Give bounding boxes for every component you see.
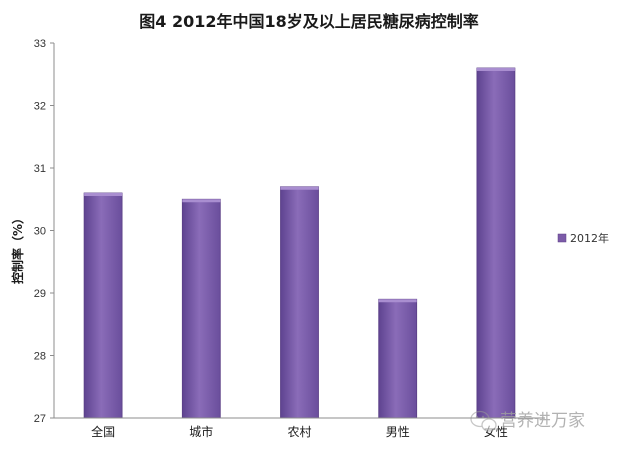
x-tick-label: 全国 [91, 424, 115, 439]
bar-top-highlight [280, 186, 319, 190]
bar [83, 192, 123, 419]
y-tick-label: 32 [34, 101, 46, 113]
bar-top-highlight [378, 299, 417, 303]
y-axis-label: 控制率（%） [10, 212, 25, 284]
wechat-icon [470, 410, 497, 432]
y-tick-label: 29 [34, 288, 46, 300]
x-tick-label: 城市 [189, 424, 213, 439]
y-tick-label: 28 [34, 351, 46, 363]
bar [476, 67, 516, 419]
bar-top-highlight [476, 68, 515, 71]
y-tick-label: 33 [34, 38, 46, 50]
y-axis: 27 28 29 30 31 32 33 [34, 38, 54, 425]
bar-top-highlight [182, 199, 221, 203]
bar [280, 186, 319, 419]
watermark-text: 营养进万家 [500, 411, 585, 431]
y-tick-label: 30 [34, 226, 46, 238]
bar [181, 198, 221, 419]
bar-top-highlight [84, 193, 123, 196]
x-axis: 全国 城市 农村 男性 女性 [91, 424, 508, 439]
legend: 2012年 [557, 231, 609, 245]
watermark: 营养进万家 [470, 410, 585, 432]
legend-label: 2012年 [570, 231, 609, 245]
bars [83, 67, 516, 419]
chart-title: 图4 2012年中国18岁及以上居民糖尿病控制率 [139, 12, 479, 31]
x-tick-label: 男性 [386, 425, 410, 439]
legend-swatch [557, 233, 567, 243]
x-tick-label: 农村 [287, 425, 311, 439]
y-tick-label: 27 [34, 413, 46, 425]
bar [378, 298, 418, 419]
y-tick-label: 31 [34, 163, 46, 175]
